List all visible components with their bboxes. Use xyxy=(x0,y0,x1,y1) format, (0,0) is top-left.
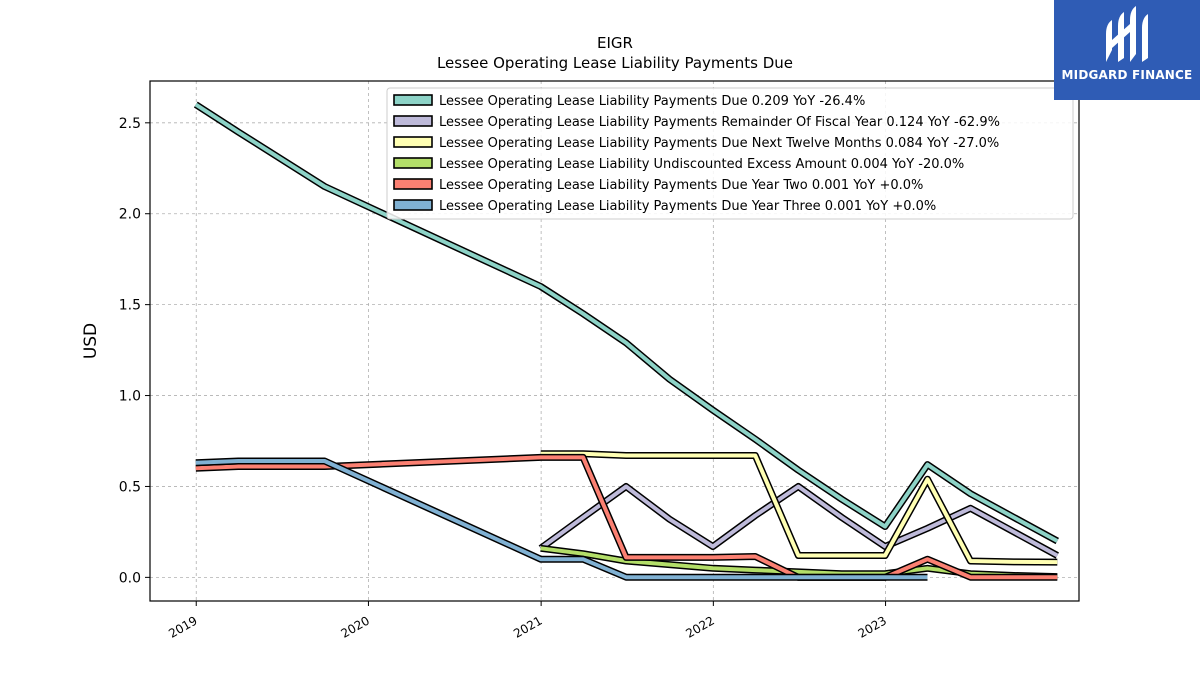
x-tick-label: 2022 xyxy=(683,613,716,640)
legend-swatch xyxy=(393,157,433,169)
legend-swatch xyxy=(393,136,433,148)
legend-swatch xyxy=(393,94,433,106)
y-tick-label: 2.5 xyxy=(119,116,141,132)
y-tick-label: 2.0 xyxy=(119,207,141,223)
series-lines xyxy=(193,101,1059,581)
legend-box xyxy=(386,87,1074,220)
x-tick-label: 2020 xyxy=(338,613,371,640)
y-tick-label: 0.0 xyxy=(119,570,141,586)
legend-entry: Lessee Operating Lease Liability Payment… xyxy=(439,115,1000,130)
series-line-6 xyxy=(195,459,928,580)
legend-entry: Lessee Operating Lease Liability Undisco… xyxy=(439,157,964,172)
x-tick-label: 2023 xyxy=(856,613,889,640)
chart-title: EIGR xyxy=(597,34,633,52)
midgard-logo-icon xyxy=(1106,6,1148,62)
x-tick-label: 2019 xyxy=(166,613,199,640)
series-line-1 xyxy=(194,102,1059,543)
series-line-3 xyxy=(540,451,1058,565)
y-tick-label: 1.0 xyxy=(119,389,141,405)
chart-subtitle: Lessee Operating Lease Liability Payment… xyxy=(437,54,793,72)
legend-entry: Lessee Operating Lease Liability Payment… xyxy=(439,199,936,214)
legend-swatch xyxy=(393,115,433,127)
x-tick-label: 2021 xyxy=(511,613,544,640)
legend-entry: Lessee Operating Lease Liability Payment… xyxy=(439,178,923,193)
axis-ticks: 0.0 0.5 1.0 1.5 2.0 2.5 2019 2020 2021 2022 2023 xyxy=(119,116,889,641)
y-tick-label: 0.5 xyxy=(119,479,141,495)
legend: Lessee Operating Lease Liability Payment… xyxy=(386,87,1074,220)
y-axis-label: USD xyxy=(81,323,101,359)
legend-swatch xyxy=(393,178,433,190)
brand-logo: MIDGARD FINANCE xyxy=(1054,0,1200,100)
series-line-2 xyxy=(539,484,1059,558)
plot-frame xyxy=(149,80,1080,602)
legend-swatch xyxy=(393,199,433,211)
series-line-5 xyxy=(195,455,1058,580)
legend-entry: Lessee Operating Lease Liability Payment… xyxy=(439,136,999,151)
legend-entry: Lessee Operating Lease Liability Payment… xyxy=(439,94,865,109)
brand-name: MIDGARD FINANCE xyxy=(1061,68,1193,82)
y-tick-label: 1.5 xyxy=(119,298,141,314)
